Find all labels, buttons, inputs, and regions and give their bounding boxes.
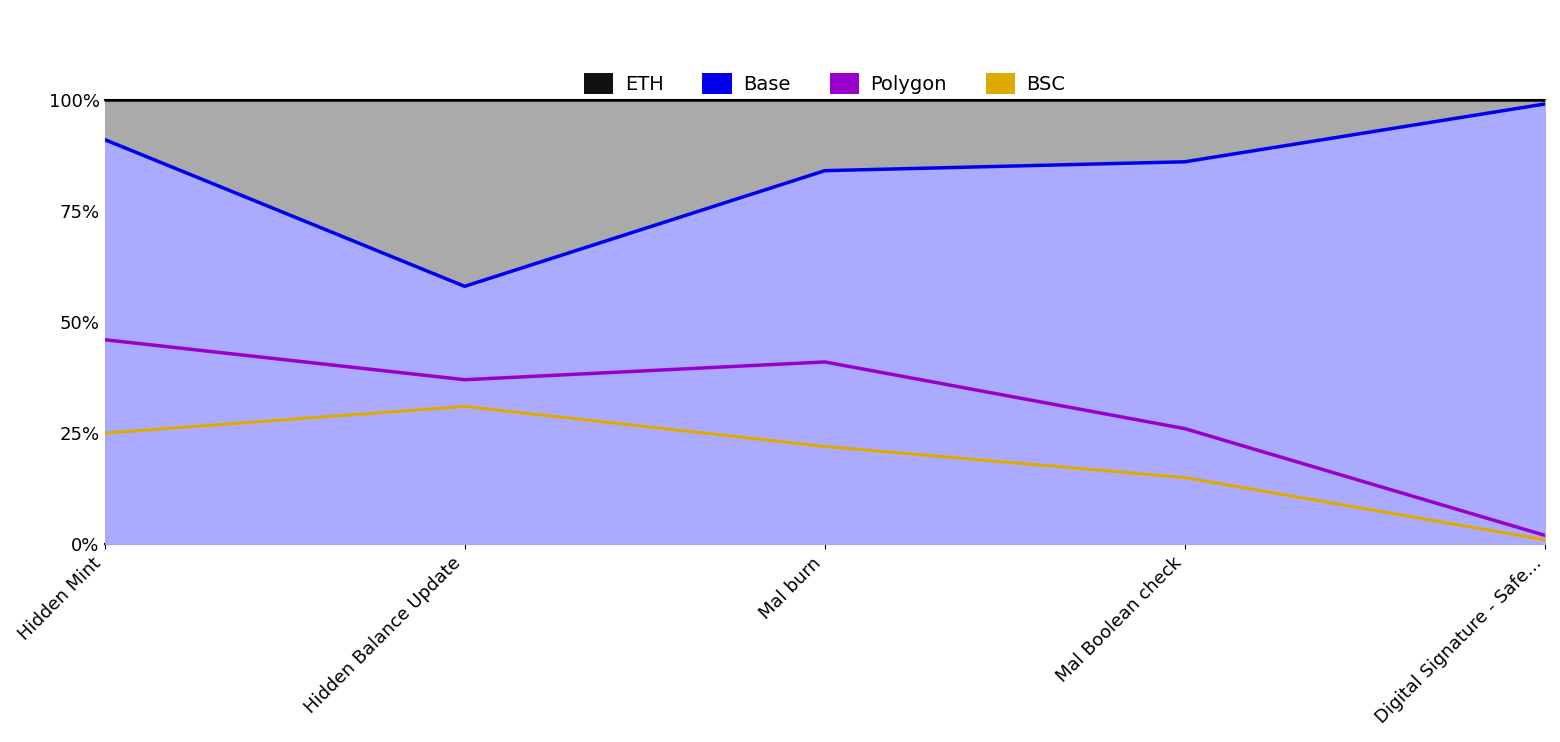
Legend: ETH, Base, Polygon, BSC: ETH, Base, Polygon, BSC [576,65,1073,102]
